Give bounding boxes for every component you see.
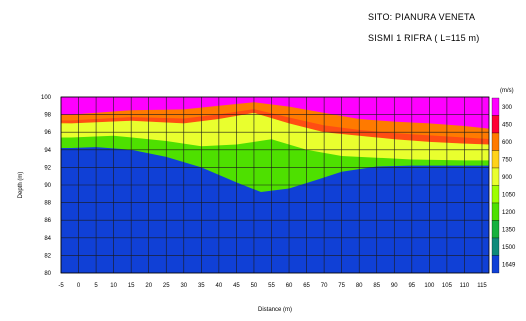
x-tick-label: 35 [198,283,205,289]
colorbar-label: 1200 [502,210,516,216]
survey-title: SISMI 1 RIFRA ( L=115 m) [368,33,480,43]
x-tick-label: 45 [233,283,240,289]
y-tick-label: 92 [44,165,51,171]
y-axis-title: Depth (m) [18,172,24,199]
plot-frame [60,96,490,274]
colorbar-label: 300 [502,105,513,111]
y-tick-label: 94 [44,148,51,154]
y-axis: 80 82 84 86 88 90 92 94 96 98 100 [41,95,52,277]
x-tick-label: 40 [216,283,223,289]
x-tick-label: 65 [303,283,310,289]
x-tick-label: 20 [145,283,152,289]
x-tick-label: 50 [251,283,258,289]
colorbar-label: 1649 [502,262,516,268]
velocity-band-0 [61,109,489,145]
colorbar-label: 1350 [502,227,516,233]
colorbar-swatch [491,97,500,116]
x-tick-label: 90 [391,283,398,289]
x-tick-label: 75 [338,283,345,289]
colorbar-swatch [491,237,500,256]
colorbar-label: 750 [502,157,513,163]
y-tick-label: 98 [44,113,51,119]
colorbar-swatch [491,202,500,221]
velocity-layer-1649 [61,147,489,273]
colorbar-label: 1500 [502,245,516,251]
colorbar-swatch [491,220,500,239]
y-tick-label: 80 [44,271,51,277]
y-tick-label: 100 [41,95,52,101]
colorbar-unit: (m/s) [500,88,514,94]
x-tick-label: 100 [424,283,435,289]
x-tick-label: 30 [180,283,187,289]
x-tick-label: 95 [408,283,415,289]
x-tick-label: 10 [110,283,117,289]
x-tick-label: 15 [128,283,135,289]
colorbar-swatch [491,115,500,134]
x-tick-label: 0 [77,283,81,289]
colorbar-swatch [491,185,500,204]
colorbar-label: 450 [502,122,513,128]
x-tick-label: 55 [268,283,275,289]
x-tick-label: 5 [94,283,98,289]
colorbar: (m/s) 300 450 600 750 900 1050 1200 1350 1500 164… [491,88,516,274]
y-tick-label: 90 [44,183,51,189]
colorbar-label: 900 [502,175,513,181]
x-axis-title: Distance (m) [258,307,292,313]
y-tick-label: 82 [44,253,51,259]
x-tick-label: 60 [286,283,293,289]
x-tick-label: 80 [356,283,363,289]
y-tick-label: 86 [44,218,51,224]
colorbar-swatch [491,132,500,151]
colorbar-label: 1050 [502,192,516,198]
x-tick-label: 25 [163,283,170,289]
velocity-layers [61,97,489,273]
y-tick-label: 84 [44,236,51,242]
site-title: SITO: PIANURA VENETA [368,12,476,22]
x-tick-label: 70 [321,283,328,289]
y-tick-label: 88 [44,201,51,207]
x-tick-label: -5 [58,283,64,289]
colorbar-label: 600 [502,140,513,146]
x-tick-label: 85 [373,283,380,289]
colorbar-swatch [491,255,500,274]
colorbar-swatch [491,167,500,186]
colorbar-swatch [491,150,500,169]
x-axis: -5 0 5 10 15 20 25 30 35 40 45 50 55 60 65 70 75 80 85 90 95… [58,283,487,289]
x-tick-label: 105 [442,283,453,289]
x-tick-label: 110 [460,283,470,289]
y-tick-label: 96 [44,130,51,136]
x-tick-label: 115 [477,283,487,289]
